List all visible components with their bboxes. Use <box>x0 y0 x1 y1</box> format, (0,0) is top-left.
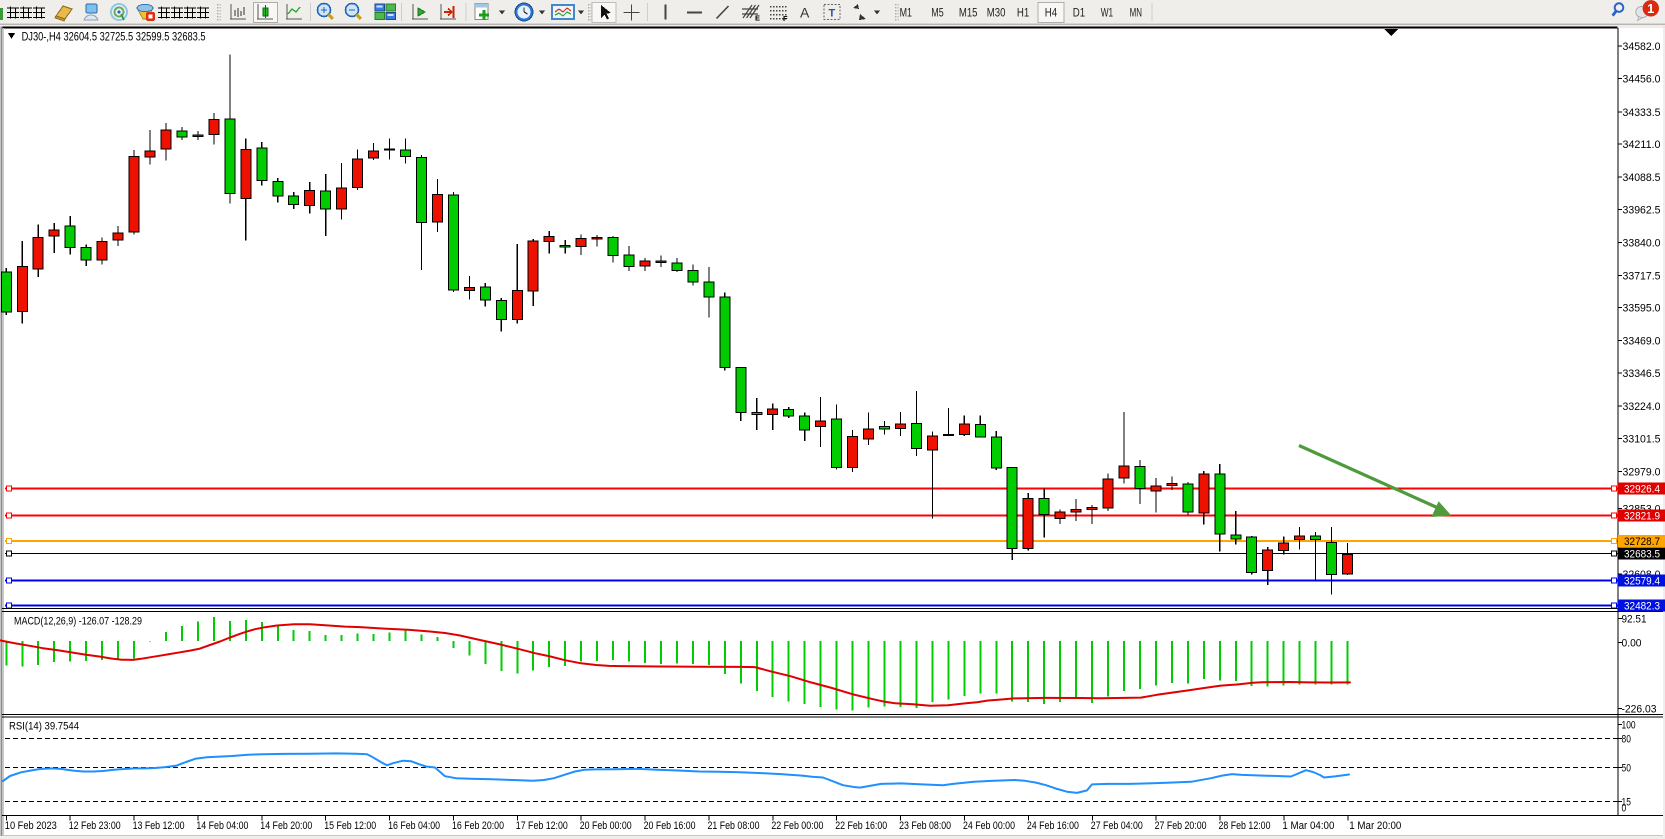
svg-text:34582.0: 34582.0 <box>1623 41 1661 53</box>
svg-text:MACD(12,26,9) -126.07 -128.29: MACD(12,26,9) -126.07 -128.29 <box>14 616 142 628</box>
svg-text:33224.0: 33224.0 <box>1623 401 1661 413</box>
svg-text:34211.0: 34211.0 <box>1623 139 1661 151</box>
svg-text:14 Feb 04:00: 14 Feb 04:00 <box>196 820 248 832</box>
svg-text:34088.5: 34088.5 <box>1623 172 1661 184</box>
svg-text:W1: W1 <box>1101 8 1113 20</box>
svg-text:22 Feb 16:00: 22 Feb 16:00 <box>835 820 887 832</box>
svg-text:24 Feb 16:00: 24 Feb 16:00 <box>1027 820 1079 832</box>
svg-text:E: E <box>755 14 760 23</box>
svg-text:33101.5: 33101.5 <box>1623 434 1661 446</box>
svg-text:92.51: 92.51 <box>1622 614 1647 626</box>
svg-text:H4: H4 <box>1045 8 1058 20</box>
svg-text:17 Feb 12:00: 17 Feb 12:00 <box>516 820 568 832</box>
svg-text:10 Feb 2023: 10 Feb 2023 <box>5 820 57 832</box>
svg-text:12 Feb 23:00: 12 Feb 23:00 <box>69 820 121 832</box>
svg-text:A: A <box>800 5 810 21</box>
svg-text:27 Feb 04:00: 27 Feb 04:00 <box>1091 820 1143 832</box>
svg-text:T: T <box>829 8 836 20</box>
svg-text:16 Feb 20:00: 16 Feb 20:00 <box>452 820 504 832</box>
svg-text:D1: D1 <box>1073 8 1085 20</box>
svg-text:1 Mar 04:00: 1 Mar 04:00 <box>1282 820 1334 832</box>
svg-text:M15: M15 <box>959 8 978 20</box>
svg-text:16 Feb 04:00: 16 Feb 04:00 <box>388 820 440 832</box>
svg-text:0.00: 0.00 <box>1622 638 1642 650</box>
svg-text:32728.7: 32728.7 <box>1624 536 1660 548</box>
svg-text:100: 100 <box>1622 720 1636 732</box>
svg-text:32926.4: 32926.4 <box>1624 484 1660 496</box>
svg-text:23 Feb 08:00: 23 Feb 08:00 <box>899 820 951 832</box>
svg-text:RSI(14) 39.7544: RSI(14) 39.7544 <box>9 721 79 733</box>
svg-text:32683.5: 32683.5 <box>1624 549 1660 561</box>
svg-text:33595.0: 33595.0 <box>1623 303 1661 315</box>
svg-text:80: 80 <box>1622 734 1631 746</box>
svg-text:34456.0: 34456.0 <box>1623 74 1661 86</box>
svg-text:M1: M1 <box>900 8 912 20</box>
svg-text:33717.5: 33717.5 <box>1623 270 1661 282</box>
svg-text:MN: MN <box>1130 8 1142 20</box>
svg-text:20 Feb 16:00: 20 Feb 16:00 <box>644 820 696 832</box>
svg-text:32579.4: 32579.4 <box>1624 576 1660 588</box>
svg-text:H1: H1 <box>1017 8 1029 20</box>
svg-text:DJ30-,H4 32604.5 32725.5 3259: DJ30-,H4 32604.5 32725.5 32599.5 32683.5 <box>22 32 206 44</box>
svg-text:24 Feb 00:00: 24 Feb 00:00 <box>963 820 1015 832</box>
svg-text:34333.5: 34333.5 <box>1623 107 1661 119</box>
svg-text:21 Feb 08:00: 21 Feb 08:00 <box>708 820 760 832</box>
svg-text:1: 1 <box>1647 1 1654 16</box>
svg-text:33840.0: 33840.0 <box>1623 238 1661 250</box>
svg-text:0: 0 <box>1622 803 1627 815</box>
svg-text:32482.3: 32482.3 <box>1624 601 1660 613</box>
svg-text:22 Feb 00:00: 22 Feb 00:00 <box>771 820 823 832</box>
svg-text:M5: M5 <box>931 8 943 20</box>
svg-text:33346.5: 33346.5 <box>1623 368 1661 380</box>
svg-text:32821.9: 32821.9 <box>1624 511 1660 523</box>
svg-text:M30: M30 <box>987 8 1006 20</box>
svg-text:32979.0: 32979.0 <box>1623 467 1661 479</box>
svg-text:20 Feb 00:00: 20 Feb 00:00 <box>580 820 632 832</box>
svg-text:14 Feb 20:00: 14 Feb 20:00 <box>260 820 312 832</box>
svg-text:1 Mar 20:00: 1 Mar 20:00 <box>1349 820 1401 832</box>
svg-text:-226.03: -226.03 <box>1622 704 1657 716</box>
svg-text:F: F <box>783 14 788 23</box>
svg-text:28 Feb 12:00: 28 Feb 12:00 <box>1219 820 1271 832</box>
svg-text:50: 50 <box>1622 763 1631 775</box>
svg-text:15: 15 <box>1622 797 1631 809</box>
svg-text:33469.0: 33469.0 <box>1623 335 1661 347</box>
svg-text:13 Feb 12:00: 13 Feb 12:00 <box>133 820 185 832</box>
svg-text:15 Feb 12:00: 15 Feb 12:00 <box>324 820 376 832</box>
svg-text:33962.5: 33962.5 <box>1623 205 1661 217</box>
svg-text:27 Feb 20:00: 27 Feb 20:00 <box>1155 820 1207 832</box>
